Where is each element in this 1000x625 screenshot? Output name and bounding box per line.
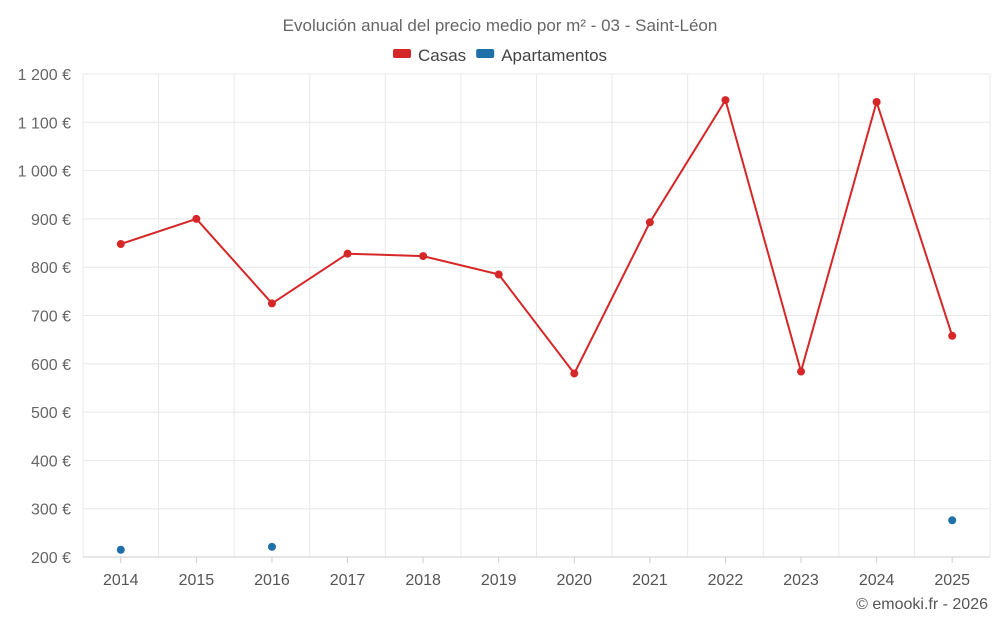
legend-item-apartamentos[interactable]: Apartamentos: [476, 46, 607, 65]
series-group: [116, 96, 957, 554]
x-tick-label: 2024: [859, 572, 895, 589]
x-tick-label: 2022: [708, 572, 744, 589]
data-point-casas[interactable]: [343, 249, 352, 258]
x-tick-label: 2017: [330, 572, 366, 589]
legend-swatch: [393, 49, 411, 58]
series-line-casas: [120, 97, 954, 376]
x-tick-label: 2015: [179, 572, 215, 589]
y-tick-label: 300 €: [31, 502, 71, 519]
data-point-casas[interactable]: [797, 367, 806, 376]
data-point-casas[interactable]: [267, 299, 276, 308]
data-point-casas[interactable]: [645, 218, 654, 227]
y-tick-label: 800 €: [31, 260, 71, 277]
data-point-casas[interactable]: [116, 240, 125, 249]
legend-label: Casas: [418, 46, 466, 65]
data-point-casas[interactable]: [419, 252, 428, 261]
data-point-apartamentos[interactable]: [267, 542, 276, 551]
y-tick-label: 600 €: [31, 357, 71, 374]
y-tick-label: 900 €: [31, 212, 71, 229]
legend-label: Apartamentos: [501, 46, 607, 65]
x-tick-label: 2025: [934, 572, 970, 589]
y-axis: 200 € 300 € 400 € 500 € 600 € 700 € 800 € 900 €…: [18, 67, 71, 567]
data-point-casas[interactable]: [494, 270, 503, 279]
legend-item-casas[interactable]: Casas: [393, 46, 466, 65]
data-point-casas[interactable]: [192, 214, 201, 223]
y-tick-label: 1 100 €: [18, 115, 71, 132]
grid: [82, 73, 991, 558]
y-tick-label: 400 €: [31, 453, 71, 470]
data-point-apartamentos[interactable]: [948, 516, 957, 525]
x-tick-label: 2020: [556, 572, 592, 589]
legend-swatch: [476, 49, 495, 58]
data-point-casas[interactable]: [570, 369, 579, 378]
x-tick-label: 2019: [481, 572, 517, 589]
y-tick-label: 500 €: [31, 405, 71, 422]
x-tick-label: 2014: [103, 572, 139, 589]
legend: Casas Apartamentos: [393, 46, 607, 65]
x-tick-label: 2023: [783, 572, 819, 589]
data-point-apartamentos[interactable]: [116, 545, 125, 554]
chart-title: Evolución anual del precio medio por m² …: [283, 16, 718, 35]
x-tick-label: 2016: [254, 572, 290, 589]
data-point-casas[interactable]: [948, 331, 957, 340]
x-axis: 2014 2015 2016 2017 2018 2019 2020 2021 2022 2023…: [103, 557, 970, 589]
x-tick-label: 2018: [405, 572, 441, 589]
y-tick-label: 200 €: [31, 550, 71, 567]
y-tick-label: 1 200 €: [18, 67, 71, 84]
y-tick-label: 1 000 €: [18, 164, 71, 181]
data-point-casas[interactable]: [872, 98, 881, 107]
data-point-casas[interactable]: [721, 96, 730, 105]
x-tick-label: 2021: [632, 572, 668, 589]
credit-text: © emooki.fr - 2026: [856, 596, 988, 613]
y-tick-label: 700 €: [31, 309, 71, 326]
